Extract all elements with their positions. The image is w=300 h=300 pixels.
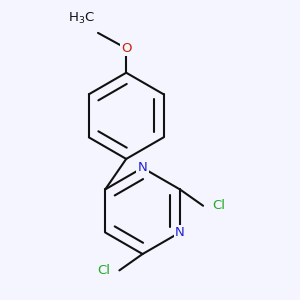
Text: Cl: Cl — [97, 264, 110, 277]
Text: Cl: Cl — [213, 199, 226, 212]
Text: O: O — [121, 42, 131, 55]
Text: $\mathregular{H_3C}$: $\mathregular{H_3C}$ — [68, 11, 95, 26]
Text: N: N — [175, 226, 185, 239]
Text: N: N — [138, 161, 147, 174]
